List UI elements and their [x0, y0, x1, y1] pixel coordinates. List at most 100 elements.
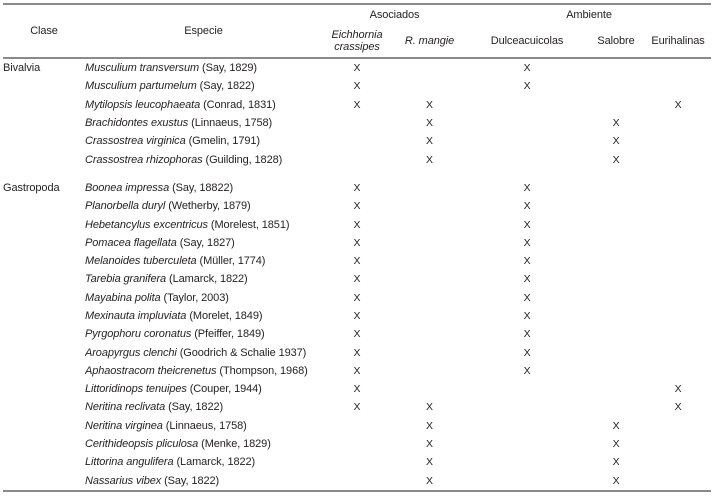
clase-cell: Gastropoda [3, 181, 60, 194]
clase-cell [3, 150, 85, 168]
clase-cell [3, 234, 85, 252]
empty-mark-cell [392, 289, 467, 307]
especie-cell: Mytilopsis leucophaeata (Conrad, 1831) [85, 96, 322, 114]
group-header-asociados: Asociados [369, 9, 420, 21]
presence-mark-cell: X [426, 98, 433, 111]
species-row: Nassarius vibex (Say, 1822) X X [3, 472, 711, 491]
species-row: Aroapyrgus clenchi (Goodrich & Schalie 1… [3, 343, 711, 361]
column-header-r-mangie: R. mangie [392, 25, 468, 59]
especie-cell: Littorina angulifera (Lamarck, 1822) [85, 453, 322, 471]
column-header-eichhornia-crassipes: Eichhornia crassipes [322, 25, 392, 59]
empty-mark-cell [645, 197, 711, 215]
clase-cell [3, 77, 85, 95]
especie-cell: Neritina virginea (Linnaeus, 1758) [85, 417, 322, 435]
clase-cell [3, 289, 85, 307]
empty-mark-cell [587, 77, 645, 95]
empty-mark-cell [587, 398, 645, 416]
species-row: Littoridinops tenuipes (Couper, 1944) X X [3, 380, 711, 398]
empty-mark-cell [645, 362, 711, 380]
empty-mark-cell [392, 307, 467, 325]
presence-mark-cell: X [674, 401, 682, 414]
empty-mark-cell [467, 435, 587, 453]
especie-cell: Littoridinops tenuipes (Couper, 1944) [85, 380, 322, 398]
especie-cell: Crassostrea virginica (Gmelin, 1791) [85, 132, 322, 150]
empty-mark-cell [645, 453, 711, 471]
presence-mark-cell: X [353, 236, 361, 249]
especie-cell: Hebetancylus excentricus (Morelest, 1851… [85, 215, 322, 233]
species-binomial: Musculium transversum [85, 62, 200, 75]
clase-cell [3, 472, 85, 491]
species-row: Pyrgophoru coronatus (Pfeiffer, 1849) X X [3, 325, 711, 343]
empty-mark-cell [587, 96, 645, 114]
presence-mark-cell: X [523, 236, 531, 249]
empty-mark-cell [587, 197, 645, 215]
empty-mark-cell [587, 179, 645, 197]
presence-mark-cell: X [612, 117, 620, 130]
empty-mark-cell [645, 132, 711, 150]
presence-mark-cell: X [353, 181, 361, 194]
presence-mark-cell: X [353, 346, 361, 359]
empty-mark-cell [392, 343, 467, 361]
species-row: Gastropoda Boonea impressa (Say, 18822) X X [3, 179, 711, 197]
empty-mark-cell [392, 362, 467, 380]
species-authority: (Say, 1827) [179, 236, 235, 249]
species-row: Neritina virginea (Linnaeus, 1758) X X [3, 417, 711, 435]
species-authority: (Thompson, 1968) [219, 364, 308, 377]
crassipes-line2: crassipes [334, 41, 380, 53]
table-header: Clase Especie Asociados Ambiente Eichhor… [3, 4, 712, 59]
presence-mark-cell: X [523, 364, 531, 377]
empty-mark-cell [392, 179, 467, 197]
empty-mark-cell [645, 472, 711, 491]
species-authority: (Linnaeus, 1758) [191, 117, 273, 130]
empty-mark-cell [467, 114, 587, 132]
clase-cell [3, 252, 85, 270]
clase-cell [3, 114, 85, 132]
empty-mark-cell [322, 150, 392, 168]
presence-mark-cell: X [426, 456, 433, 469]
species-binomial: Mytilopsis leucophaeata [85, 98, 201, 111]
presence-mark-cell: X [612, 419, 620, 432]
species-row: Littorina angulifera (Lamarck, 1822) X X [3, 453, 711, 471]
empty-mark-cell [467, 96, 587, 114]
species-authority: (Say, 1822) [164, 474, 220, 487]
presence-mark-cell: X [353, 218, 361, 231]
empty-mark-cell [645, 270, 711, 288]
empty-mark-cell [392, 270, 467, 288]
species-authority: (Say, 18822) [172, 181, 234, 194]
presence-mark-cell: X [426, 419, 433, 432]
clase-cell [3, 197, 85, 215]
empty-mark-cell [392, 77, 467, 95]
empty-mark-cell [645, 114, 711, 132]
species-binomial: Planorbella duryl [85, 200, 166, 213]
column-header-dulceacuicolas: Dulceacuicolas [467, 25, 588, 59]
especie-cell: Cerithideopsis pliculosa (Menke, 1829) [85, 435, 322, 453]
especie-cell: Musculium partumelum (Say, 1822) [85, 77, 322, 95]
presence-mark-cell: X [353, 291, 361, 304]
presence-mark-cell: X [353, 80, 361, 93]
clase-cell: Bivalvia [3, 62, 41, 75]
presence-mark-cell: X [353, 255, 361, 268]
species-authority: (Wetherby, 1879) [168, 200, 251, 213]
empty-mark-cell [467, 380, 587, 398]
presence-mark-cell: X [523, 218, 531, 231]
empty-mark-cell [322, 114, 392, 132]
presence-mark-cell: X [523, 310, 531, 322]
species-binomial: Crassostrea rhizophoras [85, 153, 203, 166]
species-binomial: Musculium partumelum [85, 80, 197, 93]
species-authority: (Pfeiffer, 1849) [194, 328, 265, 341]
clase-cell [3, 398, 85, 416]
species-authority: (Linnaeus, 1758) [165, 419, 247, 432]
species-authority: (Müller, 1774) [199, 255, 266, 268]
empty-mark-cell [645, 234, 711, 252]
clase-cell [3, 417, 85, 435]
header-column-row: Eichhornia crassipes R. mangie Dulceacuic… [3, 25, 712, 59]
species-binomial: Nassarius vibex [85, 474, 162, 487]
presence-mark-cell: X [426, 401, 433, 414]
empty-mark-cell [645, 435, 711, 453]
species-row: Musculium partumelum (Say, 1822) X X [3, 77, 711, 95]
empty-mark-cell [587, 307, 645, 325]
species-authority: (Say, 1822) [168, 401, 224, 414]
empty-mark-cell [587, 234, 645, 252]
species-authority: (Goodrich & Schalie 1937) [179, 346, 307, 359]
empty-mark-cell [645, 150, 711, 168]
